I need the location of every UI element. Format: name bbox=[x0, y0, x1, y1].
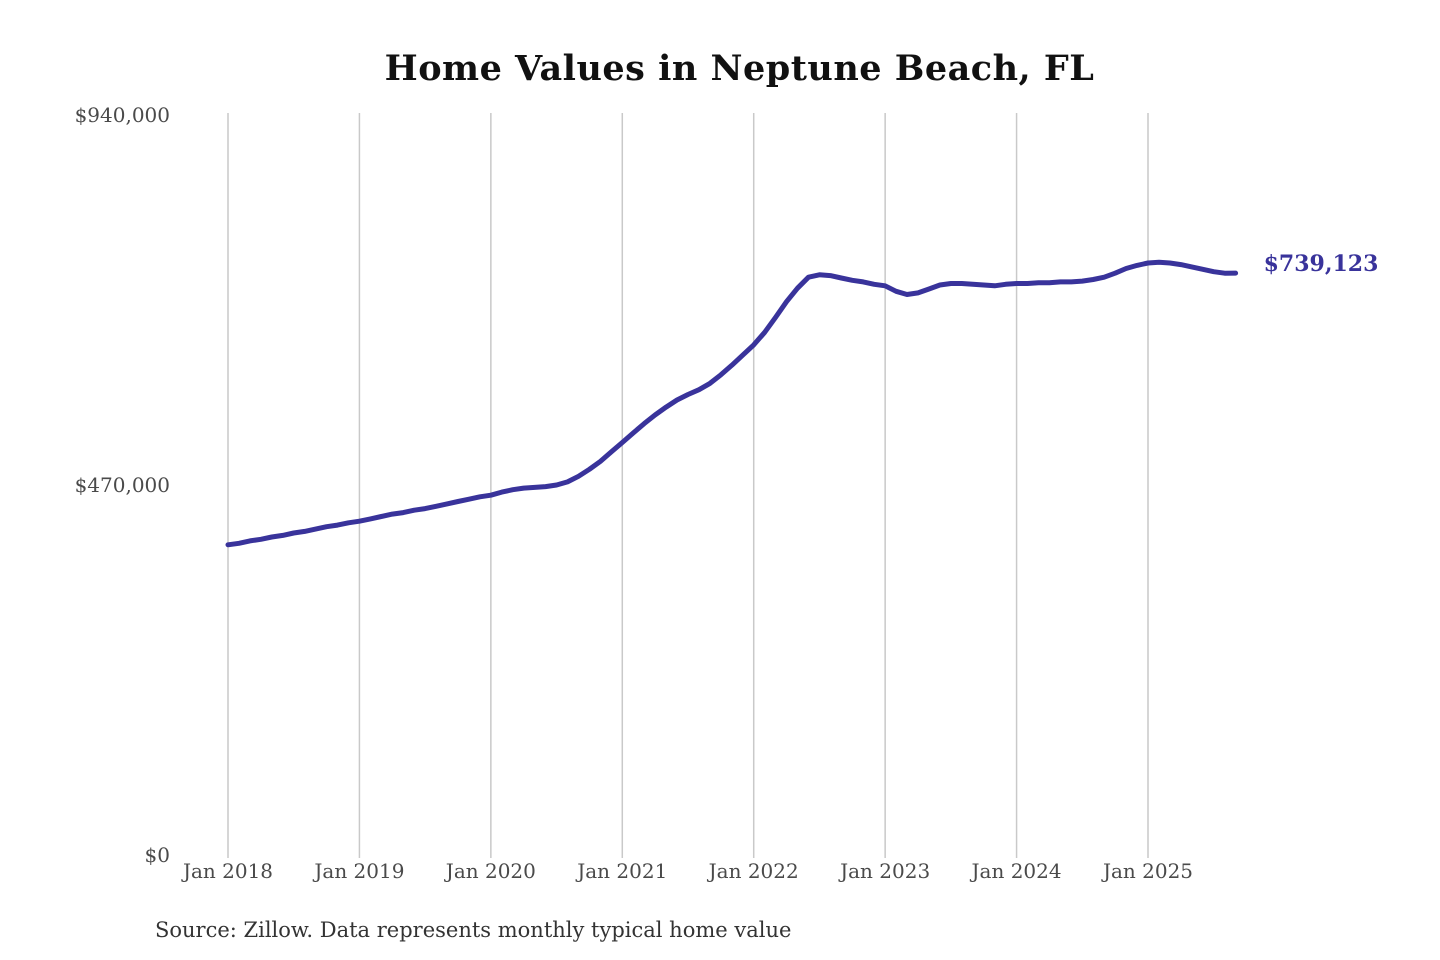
y-tick-label-940000: $940,000 bbox=[74, 103, 170, 127]
x-tick-label-jan-2022: Jan 2022 bbox=[708, 859, 799, 883]
x-tick-label-jan-2021: Jan 2021 bbox=[577, 859, 668, 883]
y-tick-label-0: $0 bbox=[144, 843, 170, 867]
home-value-line-series bbox=[225, 259, 1239, 548]
x-tick-label-jan-2025: Jan 2025 bbox=[1102, 859, 1194, 883]
x-tick-label-jan-2024: Jan 2024 bbox=[971, 859, 1062, 883]
y-tick-label-470000: $470,000 bbox=[74, 473, 170, 497]
x-tick-label-jan-2023: Jan 2023 bbox=[840, 859, 931, 883]
x-tick-label-jan-2020: Jan 2020 bbox=[445, 859, 536, 883]
last-value-label: $739,123 bbox=[1263, 251, 1379, 278]
x-tick-label-jan-2018: Jan 2018 bbox=[182, 859, 274, 883]
x-tick-label-jan-2019: Jan 2019 bbox=[314, 859, 405, 883]
source-note: Source: Zillow. Data represents monthly … bbox=[155, 918, 792, 942]
chart-title: Home Values in Neptune Beach, FL bbox=[384, 48, 1095, 89]
